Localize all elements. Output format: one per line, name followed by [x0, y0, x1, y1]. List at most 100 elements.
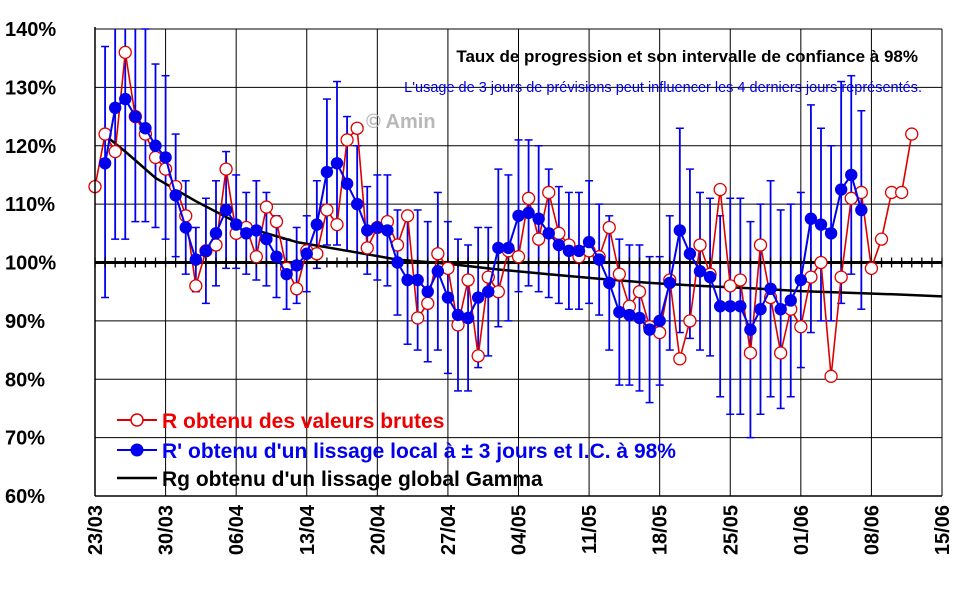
raw-point: [733, 273, 747, 287]
x-tick-label: 04/05: [509, 505, 531, 555]
smooth-point: [280, 267, 293, 281]
smooth-point: [381, 224, 394, 237]
chart-subtitle: L'usage de 3 jours de prévisions peut in…: [404, 80, 922, 96]
smooth-point: [330, 157, 344, 170]
y-tick-label: 130%: [5, 77, 56, 99]
raw-point: [814, 255, 828, 270]
smooth-point: [290, 259, 303, 272]
smooth-point: [633, 311, 646, 325]
raw-point: [320, 203, 334, 217]
smooth-point: [754, 303, 767, 316]
x-tick-label: 25/05: [720, 505, 742, 555]
smooth-point: [703, 270, 717, 284]
smooth-point: [572, 244, 586, 258]
raw-series-layer: [88, 45, 919, 383]
smooth-point: [361, 224, 374, 237]
raw-point: [713, 182, 727, 197]
x-tick-label: 08/06: [861, 505, 883, 555]
smooth-point: [431, 265, 445, 278]
raw-point: [219, 162, 233, 176]
y-tick-label: 100%: [5, 253, 56, 275]
x-tick-label: 18/05: [650, 505, 672, 555]
raw-point: [330, 217, 344, 232]
smooth-point: [108, 101, 122, 115]
x-tick-label: 30/03: [156, 505, 178, 555]
smooth-point: [179, 221, 192, 234]
smooth-point: [219, 203, 233, 217]
smooth-point: [189, 253, 203, 266]
smooth-point: [744, 323, 757, 336]
smooth-point: [764, 282, 777, 295]
smooth-point: [421, 285, 434, 298]
legend: R obtenu des valeurs brutes R' obtenu d'…: [117, 410, 676, 491]
smooth-point: [391, 256, 404, 269]
smooth-point: [159, 151, 172, 164]
smooth-point: [149, 139, 162, 152]
legend-smooth-label: R' obtenu d'un lissage local à ± 3 jours…: [162, 440, 676, 463]
raw-point: [471, 349, 485, 363]
smooth-point: [562, 244, 576, 258]
smooth-point: [129, 110, 142, 123]
raw-point: [683, 314, 697, 328]
smooth-point: [482, 285, 495, 298]
raw-point: [905, 127, 919, 141]
smooth-point: [98, 157, 112, 170]
raw-point: [834, 270, 848, 284]
raw-point: [400, 209, 415, 223]
raw-point: [895, 185, 909, 200]
smooth-point: [784, 294, 797, 307]
raw-point: [753, 238, 768, 252]
smooth-point: [350, 197, 364, 211]
smooth-point: [250, 224, 263, 237]
raw-point: [269, 214, 284, 229]
smooth-point: [512, 209, 525, 222]
smooth-point: [663, 276, 676, 290]
smooth-point: [492, 241, 505, 255]
smooth-point: [532, 212, 545, 225]
raw-point: [723, 279, 737, 293]
smooth-point: [139, 122, 152, 135]
smooth-point: [401, 273, 414, 287]
smooth-point: [310, 218, 324, 231]
raw-point: [874, 232, 889, 246]
smooth-point: [774, 303, 787, 316]
raw-point: [360, 241, 374, 255]
smooth-point: [603, 276, 616, 290]
smooth-point: [713, 300, 727, 313]
smooth-point: [552, 238, 566, 252]
smooth-point: [209, 227, 223, 240]
x-tick-label: 15/06: [932, 505, 954, 555]
x-tick-label: 06/04: [226, 504, 248, 555]
axis-layer: 60% 70% 80% 90% 100% 110% 120% 130% 140% 23/03 30/…: [5, 19, 954, 555]
smooth-point: [592, 253, 606, 266]
y-tick-label: 110%: [5, 194, 55, 216]
raw-point: [118, 45, 132, 59]
smooth-point: [199, 244, 213, 258]
raw-point: [259, 200, 274, 214]
watermark: © Amin: [366, 111, 436, 133]
raw-line: [94, 52, 913, 377]
legend-raw-label: R obtenu des valeurs brutes: [162, 410, 444, 433]
raw-point: [340, 133, 354, 147]
raw-point: [249, 250, 263, 264]
raw-point: [461, 273, 475, 287]
smooth-point: [451, 308, 465, 322]
global-curve: [99, 130, 943, 298]
smooth-point: [794, 273, 808, 287]
smooth-point: [582, 235, 596, 249]
smooth-point: [320, 165, 334, 179]
x-tick-label: 27/04: [438, 504, 460, 555]
raw-point: [189, 279, 203, 293]
smooth-point: [734, 300, 747, 313]
smooth-point: [613, 305, 626, 319]
smooth-point: [824, 227, 838, 240]
smooth-point: [845, 168, 858, 182]
smooth-point: [240, 227, 253, 240]
raw-point: [743, 346, 758, 360]
smooth-point: [623, 308, 636, 322]
smooth-series-layer: [98, 92, 868, 336]
smooth-point: [229, 218, 243, 231]
smooth-point: [814, 218, 828, 231]
